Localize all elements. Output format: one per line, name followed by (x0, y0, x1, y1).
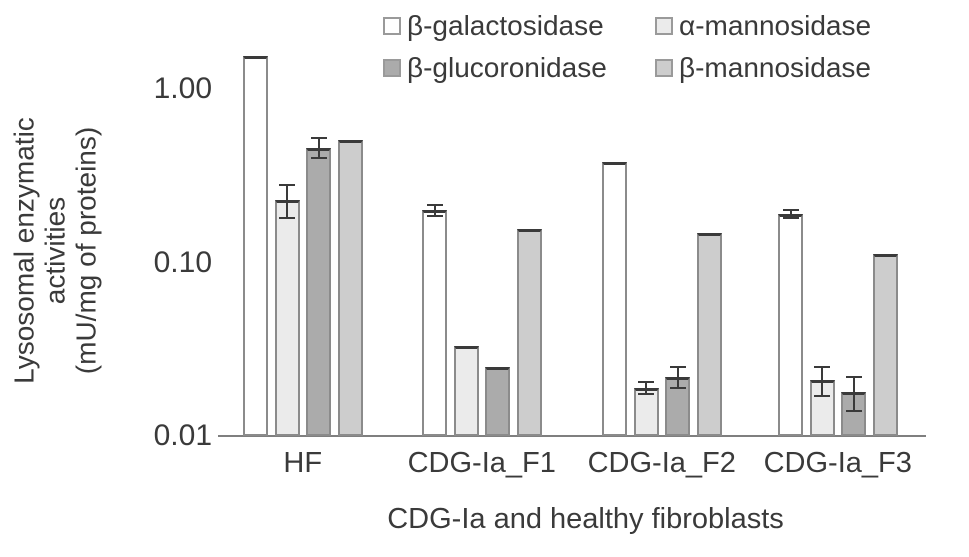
bar (274, 199, 300, 436)
y-axis-title-line: Lysosomal enzymatic (8, 117, 40, 384)
bar (696, 232, 722, 436)
error-bar-cap (782, 217, 799, 220)
x-tick-label: CDG-Ia_F1 (407, 447, 556, 479)
error-bar-cap (782, 209, 799, 212)
bar (778, 214, 803, 436)
error-bar (676, 366, 679, 388)
bar (872, 253, 898, 436)
x-tick-label: CDG-Ia_F3 (763, 447, 912, 479)
error-bar-cap (814, 365, 830, 368)
legend-label: β-galactosidase (407, 10, 604, 41)
error-bar-cap (845, 409, 862, 412)
y-tick-label: 0.10 (153, 245, 212, 279)
bar (485, 366, 510, 436)
error-bar-cap (310, 157, 327, 160)
legend-item: β-mannosidase (655, 48, 871, 88)
bar (516, 229, 542, 436)
error-bar (789, 210, 792, 219)
error-bar (317, 138, 320, 159)
bar (306, 147, 331, 436)
bar (337, 139, 363, 436)
error-bar-cap (638, 380, 654, 383)
legend-label: α-mannosidase (679, 10, 872, 41)
error-bar (852, 376, 855, 411)
error-bar (821, 366, 823, 396)
x-axis-line (218, 435, 926, 437)
x-tick-label: HF (283, 447, 323, 479)
error-bar-cap (638, 392, 654, 395)
error-bar (433, 204, 436, 217)
y-tick-label: 1.00 (153, 72, 212, 105)
legend-swatch-icon (655, 59, 673, 77)
x-axis-title: CDG-Ia and healthy fibroblasts (387, 503, 784, 535)
x-tick-label: CDG-Ia_F2 (587, 447, 736, 479)
y-axis-title-line: (mU/mg of proteins) (70, 126, 102, 375)
bar (602, 161, 627, 436)
legend-item: β-glucoronidase (383, 48, 655, 88)
error-bar-cap (426, 203, 443, 206)
error-bar-cap (669, 365, 686, 368)
legend-item: α-mannosidase (655, 6, 871, 46)
error-bar (645, 381, 647, 394)
error-bar-cap (279, 217, 295, 220)
bar (453, 346, 479, 436)
legend-swatch-icon (383, 59, 401, 77)
error-bar-cap (310, 137, 327, 140)
y-axis-title-line: activities (39, 196, 71, 305)
error-bar-cap (845, 375, 862, 378)
error-bar-cap (426, 215, 443, 218)
legend-label: β-mannosidase (679, 52, 871, 83)
y-axis-title: Lysosomal enzymatic activities (mU/mg of… (9, 71, 102, 431)
bar (243, 55, 268, 436)
bar (422, 210, 447, 436)
bar (633, 387, 659, 436)
legend: β-galactosidase α-mannosidase β-glucoronid… (383, 6, 871, 88)
legend-swatch-icon (655, 17, 673, 35)
legend-label: β-glucoronidase (407, 52, 607, 83)
error-bar (286, 184, 288, 219)
legend-item: β-galactosidase (383, 6, 655, 46)
error-bar-cap (279, 183, 295, 186)
legend-swatch-icon (383, 17, 401, 35)
error-bar-cap (814, 395, 830, 398)
y-tick-label: 0.01 (153, 419, 212, 452)
error-bar-cap (669, 386, 686, 389)
